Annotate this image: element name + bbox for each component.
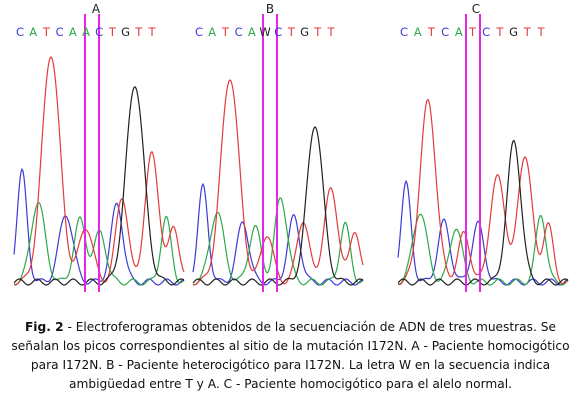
panel-b: BC A T C A W C T G T T [192, 2, 364, 292]
base-call: G [121, 25, 130, 39]
trace-t [397, 98, 569, 286]
base-call: A [414, 25, 422, 39]
base-call: C [235, 25, 243, 39]
base-call: T [468, 25, 477, 39]
base-call: T [134, 25, 143, 39]
base-call: A [29, 25, 37, 39]
base-call: T [287, 25, 296, 39]
electropherogram-figure: AC A T C A A C T G T T BC A T C A W C T G T T CC A T C A T C T G T T [13, 2, 569, 292]
base-call: A [69, 25, 77, 39]
base-call: C [195, 25, 203, 39]
base-call: T [147, 25, 156, 39]
panel-label: B [266, 2, 274, 16]
panel-a: AC A T C A A C T G T T [13, 2, 185, 292]
base-call: C [482, 25, 490, 39]
base-call: T [313, 25, 322, 39]
base-call: T [326, 25, 335, 39]
panel-label: C [472, 2, 480, 16]
base-call: C [400, 25, 408, 39]
base-call: C [274, 25, 282, 39]
caption-text: - Electroferogramas obtenidos de la secu… [11, 320, 570, 391]
base-call: W [259, 25, 270, 39]
figure-caption: Fig. 2 - Electroferogramas obtenidos de … [4, 318, 577, 394]
panel-label: A [92, 2, 101, 16]
panel-c: CC A T C A T C T G T T [397, 2, 569, 292]
trace-g [397, 139, 569, 286]
base-call: C [56, 25, 64, 39]
base-call: T [523, 25, 532, 39]
base-call: A [248, 25, 256, 39]
base-call: T [108, 25, 117, 39]
base-call: G [300, 25, 309, 39]
base-call: T [427, 25, 436, 39]
trace-a [397, 213, 569, 286]
trace-c [397, 179, 569, 286]
base-call: G [509, 25, 518, 39]
base-call: C [95, 25, 103, 39]
base-call: C [16, 25, 24, 39]
base-call: T [42, 25, 51, 39]
base-call: C [441, 25, 449, 39]
base-call: A [455, 25, 463, 39]
base-call: A [208, 25, 216, 39]
base-call: A [82, 25, 90, 39]
base-call: T [495, 25, 504, 39]
base-call: T [536, 25, 545, 39]
caption-label: Fig. 2 [24, 320, 64, 334]
base-call: T [221, 25, 230, 39]
